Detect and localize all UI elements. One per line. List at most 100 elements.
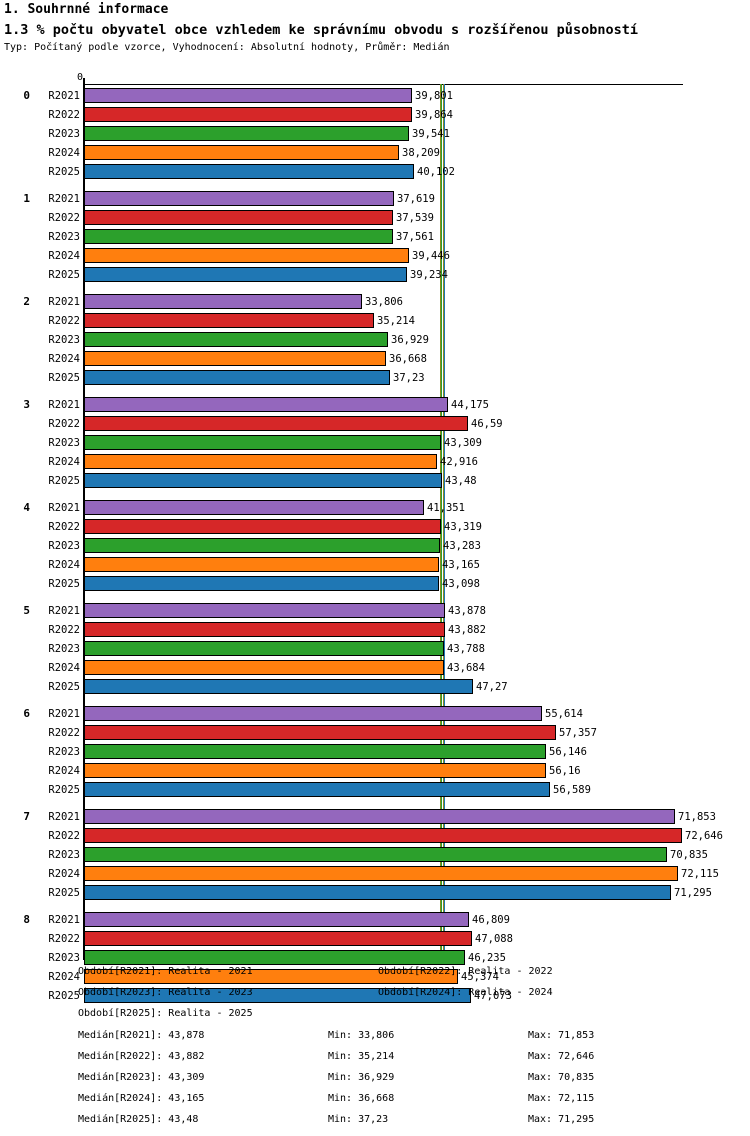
group-label: 8 (23, 913, 30, 926)
bar[interactable] (84, 538, 440, 553)
bar-value-label: 43,283 (443, 540, 481, 552)
row-label-r2025: R2025 (48, 578, 80, 590)
stats-median: Medián[R2023]: 43,309 (78, 1072, 205, 1083)
bar[interactable] (84, 679, 473, 694)
bar[interactable] (84, 370, 390, 385)
stats-median: Medián[R2024]: 43,165 (78, 1093, 205, 1104)
axis-zero-tick (83, 78, 85, 85)
bar[interactable] (84, 912, 469, 927)
bar-value-label: 43,48 (445, 475, 477, 487)
bar[interactable] (84, 866, 678, 881)
bar[interactable] (84, 641, 444, 656)
bar[interactable] (84, 164, 414, 179)
bar[interactable] (84, 191, 394, 206)
bar-value-label: 55,614 (545, 708, 583, 720)
bar-value-label: 70,835 (670, 849, 708, 861)
bar-value-label: 43,788 (447, 643, 485, 655)
row-label-r2022: R2022 (48, 315, 80, 327)
bar-value-label: 43,165 (442, 559, 480, 571)
bar[interactable] (84, 332, 388, 347)
bar[interactable] (84, 88, 412, 103)
bar[interactable] (84, 603, 445, 618)
bar[interactable] (84, 294, 362, 309)
bar-value-label: 46,59 (471, 418, 503, 430)
bar-value-label: 39,864 (415, 109, 453, 121)
bar[interactable] (84, 950, 465, 965)
bar[interactable] (84, 248, 409, 263)
row-label-r2024: R2024 (48, 250, 80, 262)
bar[interactable] (84, 397, 448, 412)
legend-item: Období[R2024]: Realita - 2024 (378, 987, 553, 998)
group-label: 6 (23, 707, 30, 720)
bar[interactable] (84, 622, 445, 637)
bar[interactable] (84, 126, 409, 141)
bar[interactable] (84, 519, 441, 534)
bar[interactable] (84, 454, 437, 469)
bar-value-label: 39,446 (412, 250, 450, 262)
bar[interactable] (84, 500, 424, 515)
legend-item: Období[R2023]: Realita - 2023 (78, 987, 253, 998)
bar[interactable] (84, 576, 439, 591)
row-label-r2022: R2022 (48, 109, 80, 121)
bar[interactable] (84, 885, 671, 900)
bar[interactable] (84, 706, 542, 721)
group-label: 3 (23, 398, 30, 411)
bar[interactable] (84, 557, 439, 572)
bar[interactable] (84, 725, 556, 740)
bar[interactable] (84, 828, 682, 843)
bar[interactable] (84, 988, 471, 1003)
row-label-r2023: R2023 (48, 231, 80, 243)
row-label-r2021: R2021 (48, 708, 80, 720)
row-label-r2022: R2022 (48, 830, 80, 842)
bar[interactable] (84, 267, 407, 282)
page-title: 1.3 % počtu obyvatel obce vzhledem ke sp… (4, 22, 638, 38)
statistics-table: Medián[R2021]: 43,878 Min: 33,806 Max: 71,… (0, 1030, 750, 1135)
row-label-r2023: R2023 (48, 643, 80, 655)
bar[interactable] (84, 660, 444, 675)
row-label-r2021: R2021 (48, 90, 80, 102)
bar[interactable] (84, 931, 472, 946)
legend: Období[R2021]: Realita - 2021 Období[R202… (0, 966, 750, 1029)
row-label-r2024: R2024 (48, 353, 80, 365)
bar[interactable] (84, 782, 550, 797)
row-label-r2021: R2021 (48, 914, 80, 926)
bar-value-label: 56,589 (553, 784, 591, 796)
bar[interactable] (84, 313, 374, 328)
bar-value-label: 46,235 (468, 952, 506, 964)
row-label-r2023: R2023 (48, 128, 80, 140)
legend-row: Období[R2023]: Realita - 2023 Období[R202… (0, 987, 750, 1008)
bar[interactable] (84, 969, 458, 984)
group-label: 0 (23, 89, 30, 102)
bar[interactable] (84, 763, 546, 778)
bar-value-label: 33,806 (365, 296, 403, 308)
bar[interactable] (84, 435, 441, 450)
bar[interactable] (84, 416, 468, 431)
plot-top-rule (83, 84, 683, 85)
bar[interactable] (84, 107, 412, 122)
bar[interactable] (84, 809, 675, 824)
bar-value-label: 36,668 (389, 353, 427, 365)
bar[interactable] (84, 351, 386, 366)
row-label-r2024: R2024 (48, 147, 80, 159)
group-label: 7 (23, 810, 30, 823)
bar[interactable] (84, 210, 393, 225)
bar[interactable] (84, 145, 399, 160)
row-label-r2023: R2023 (48, 437, 80, 449)
bar-value-label: 39,234 (410, 269, 448, 281)
row-label-r2024: R2024 (48, 765, 80, 777)
stats-row: Medián[R2021]: 43,878 Min: 33,806 Max: 71,… (0, 1030, 750, 1051)
bar[interactable] (84, 744, 546, 759)
row-label-r2021: R2021 (48, 193, 80, 205)
bar-value-label: 37,539 (396, 212, 434, 224)
bar-value-label: 37,23 (393, 372, 425, 384)
row-label-r2022: R2022 (48, 624, 80, 636)
row-label-r2024: R2024 (48, 868, 80, 880)
bar[interactable] (84, 847, 667, 862)
bar-value-label: 35,214 (377, 315, 415, 327)
stats-row: Medián[R2023]: 43,309 Min: 36,929 Max: 70,… (0, 1072, 750, 1093)
row-label-r2022: R2022 (48, 521, 80, 533)
bar[interactable] (84, 229, 393, 244)
chart-subtitle: Typ: Počítaný podle vzorce, Vyhodnocení:… (4, 42, 450, 53)
bar[interactable] (84, 473, 442, 488)
bar-value-label: 57,357 (559, 727, 597, 739)
